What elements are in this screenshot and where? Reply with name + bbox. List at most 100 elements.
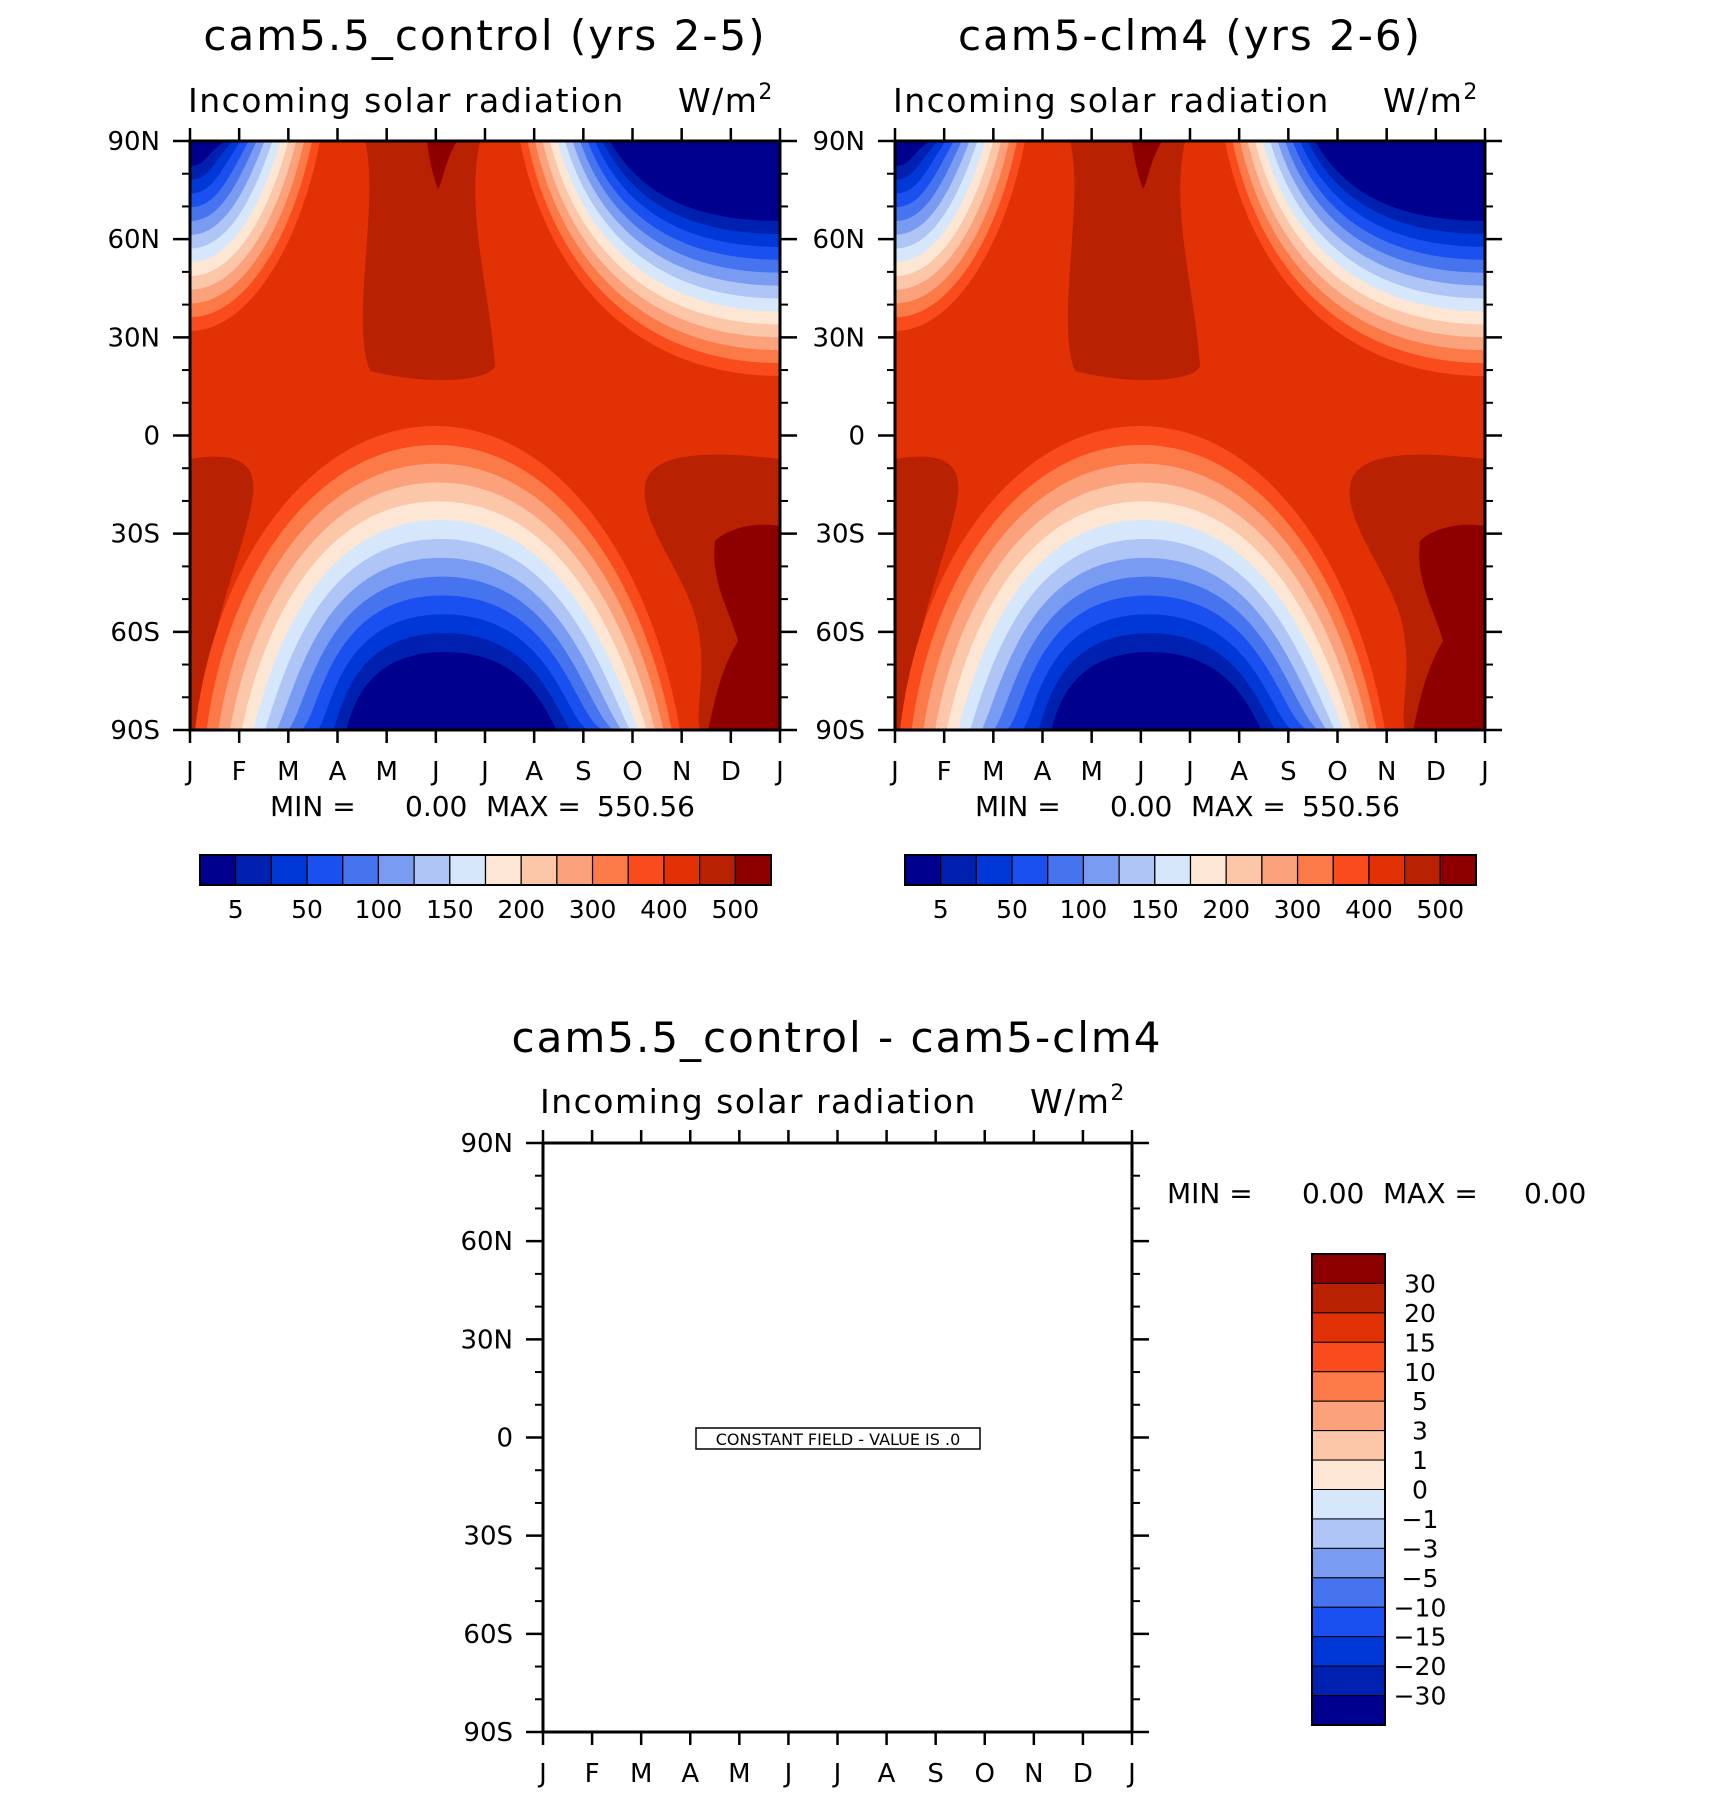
y-tick-label: 90N <box>107 127 160 157</box>
x-tick-label: F <box>232 757 247 787</box>
colorbar-frame <box>1311 1253 1386 1726</box>
colorbar-label: 3 <box>1412 1417 1428 1446</box>
y-tick-label: 90S <box>815 716 865 746</box>
colorbar-label: 15 <box>1404 1328 1436 1357</box>
colorbar-box <box>1311 1341 1386 1373</box>
x-tick-label: J <box>889 757 899 787</box>
colorbar-box <box>199 854 237 886</box>
colorbar-box <box>1311 1430 1386 1461</box>
x-tick-label: F <box>937 757 952 787</box>
x-tick-label: M <box>1080 757 1102 787</box>
x-tick-label: J <box>1479 757 1489 787</box>
colorbar-box <box>734 854 772 886</box>
contour-level <box>895 456 959 730</box>
y-tick-label: 90S <box>463 1718 513 1748</box>
contour-level <box>610 141 780 221</box>
colorbar-box <box>1311 1665 1386 1697</box>
x-tick-label: F <box>585 1759 600 1789</box>
colorbar-label: −15 <box>1394 1623 1447 1652</box>
colorbar-label: 100 <box>1060 895 1108 924</box>
x-tick-label: S <box>927 1759 944 1789</box>
y-tick-label: 60N <box>460 1227 513 1257</box>
colorbar-box <box>627 854 665 886</box>
x-tick-label: A <box>525 757 543 787</box>
colorbar-box <box>1118 854 1156 886</box>
x-tick-label: D <box>1073 1759 1093 1789</box>
colorbar-label: 150 <box>1131 895 1179 924</box>
panel2-subtitle: Incoming solar radiation <box>893 81 1330 120</box>
colorbar-label: −10 <box>1394 1593 1447 1622</box>
panel-cam5-5-control: cam5.5_control (yrs 2-5) Incoming solar … <box>107 11 797 924</box>
colorbar-box <box>235 854 272 886</box>
colorbar-box <box>1261 854 1299 886</box>
colorbar-box <box>1311 1577 1386 1608</box>
panel1-title: cam5.5_control (yrs 2-5) <box>203 11 766 60</box>
panel3-max-value: 0.00 <box>1524 1177 1586 1210</box>
x-tick-label: O <box>1327 757 1347 787</box>
x-tick-label: D <box>1426 757 1446 787</box>
colorbar-label: 300 <box>569 895 617 924</box>
x-tick-label: M <box>728 1759 750 1789</box>
y-tick-label: 0 <box>496 1424 513 1454</box>
colorbar-box <box>1311 1312 1386 1343</box>
contour-level <box>1413 524 1485 730</box>
colorbar-frame <box>199 854 772 886</box>
colorbar-label: −5 <box>1402 1564 1439 1593</box>
panel2-max-value: 550.56 <box>1302 790 1400 823</box>
x-tick-label: D <box>721 757 741 787</box>
panel1-colorbar: 5 50 100 150 200 300 400 500 <box>199 854 772 924</box>
panel1-min-label: MIN = <box>270 790 356 823</box>
colorbar-box <box>1404 854 1441 886</box>
panel3-subtitle: Incoming solar radiation <box>540 1082 977 1121</box>
colorbar-box <box>270 854 308 886</box>
x-tick-label: A <box>681 1759 699 1789</box>
colorbar-label: 500 <box>711 895 759 924</box>
y-tick-label: 90N <box>460 1129 513 1159</box>
colorbar-box <box>904 854 942 886</box>
colorbar-box <box>520 854 558 886</box>
panel2-contour-field <box>895 141 1485 730</box>
colorbar-box <box>1225 854 1263 886</box>
constant-field-box <box>695 1427 981 1450</box>
colorbar-label: 200 <box>497 895 545 924</box>
colorbar-box <box>1311 1282 1386 1314</box>
colorbar-box <box>1311 1371 1386 1402</box>
colorbar-label: 30 <box>1404 1269 1436 1298</box>
contour-level <box>708 524 780 730</box>
x-tick-label: J <box>1184 757 1194 787</box>
colorbar-label: 500 <box>1416 895 1464 924</box>
panel2-max-label: MAX = <box>1191 790 1286 823</box>
panel2-min-value: 0.00 <box>1110 790 1172 823</box>
y-tick-label: 60S <box>815 618 865 648</box>
colorbar-box <box>663 854 701 886</box>
colorbar-label: 10 <box>1404 1358 1436 1387</box>
y-tick-label: 60S <box>110 618 160 648</box>
panel2-colorbar: 5 50 100 150 200 300 400 500 <box>904 854 1477 924</box>
colorbar-box <box>940 854 977 886</box>
colorbar-box <box>413 854 451 886</box>
panel1-min-value: 0.00 <box>405 790 467 823</box>
colorbar-box <box>1368 854 1406 886</box>
y-tick-label: 60N <box>812 225 865 255</box>
panel1-units: W/m2 <box>678 80 774 120</box>
colorbar-box <box>1311 1489 1386 1520</box>
colorbar-box <box>1082 854 1120 886</box>
colorbar-box <box>699 854 736 886</box>
constant-field-note: CONSTANT FIELD - VALUE IS .0 <box>716 1430 961 1449</box>
x-tick-label: O <box>622 757 642 787</box>
colorbar-box <box>1439 854 1477 886</box>
x-tick-label: J <box>1135 757 1145 787</box>
contour-level <box>895 141 930 166</box>
colorbar-label: −30 <box>1394 1682 1447 1711</box>
colorbar-box <box>1311 1636 1386 1667</box>
x-tick-label: N <box>1377 757 1396 787</box>
contour-level <box>190 456 254 730</box>
panel3-min-label: MIN = <box>1167 1177 1253 1210</box>
panel3-y-tick-labels: 90N 60N 30N 0 30S 60S 90S <box>460 1129 513 1748</box>
panel3-max-label: MAX = <box>1383 1177 1478 1210</box>
y-tick-label: 30S <box>815 520 865 550</box>
colorbar-box <box>1311 1253 1386 1284</box>
